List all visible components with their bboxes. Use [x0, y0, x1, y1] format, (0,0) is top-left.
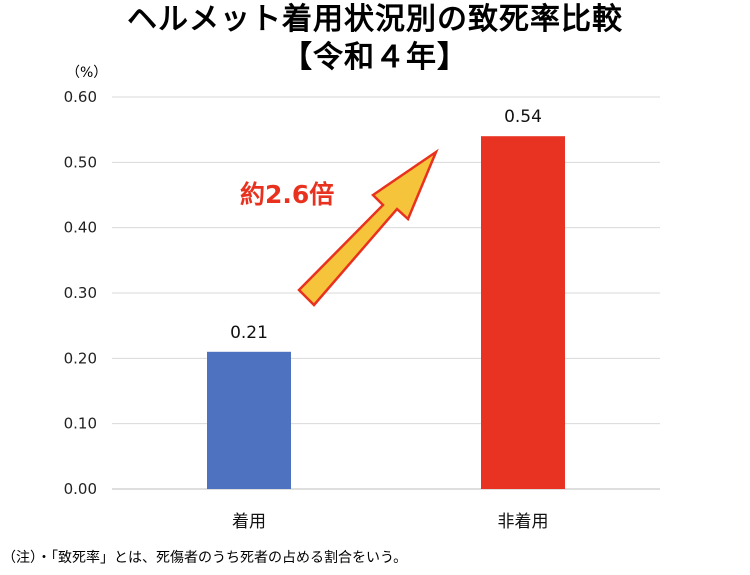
increase-arrow — [297, 148, 439, 307]
y-tick-label: 0.00 — [64, 480, 97, 498]
ratio-annotation: 約2.6倍 — [240, 180, 334, 209]
chart-title: ヘルメット着用状況別の致死率比較 — [127, 2, 623, 37]
y-tick-label: 0.60 — [64, 88, 97, 106]
arrow-icon — [297, 148, 439, 307]
gridlines — [112, 96, 660, 490]
y-tick-label: 0.40 — [64, 219, 97, 237]
bars — [207, 136, 565, 489]
y-tick-label: 0.50 — [64, 153, 97, 171]
data-label: 0.21 — [230, 323, 268, 343]
y-axis-unit: （%） — [66, 65, 108, 81]
category-label: 非着用 — [498, 512, 549, 532]
y-tick-label: 0.30 — [64, 284, 97, 302]
data-label: 0.54 — [504, 107, 542, 127]
bar-1 — [207, 351, 291, 489]
y-axis-ticks: 0.00 0.10 0.20 0.30 0.40 0.50 0.60 — [64, 88, 97, 498]
chart-subtitle: 【令和４年】 — [282, 40, 468, 75]
category-label: 着用 — [232, 512, 266, 532]
y-tick-label: 0.10 — [64, 415, 97, 433]
bar-2 — [481, 136, 565, 489]
category-labels: 着用 非着用 — [232, 512, 549, 532]
data-labels: 0.21 0.54 — [230, 107, 542, 343]
footnote: （注）・「致死率」とは、死傷者のうち死者の占める割合をいう。 — [2, 550, 408, 566]
y-tick-label: 0.20 — [64, 349, 97, 367]
